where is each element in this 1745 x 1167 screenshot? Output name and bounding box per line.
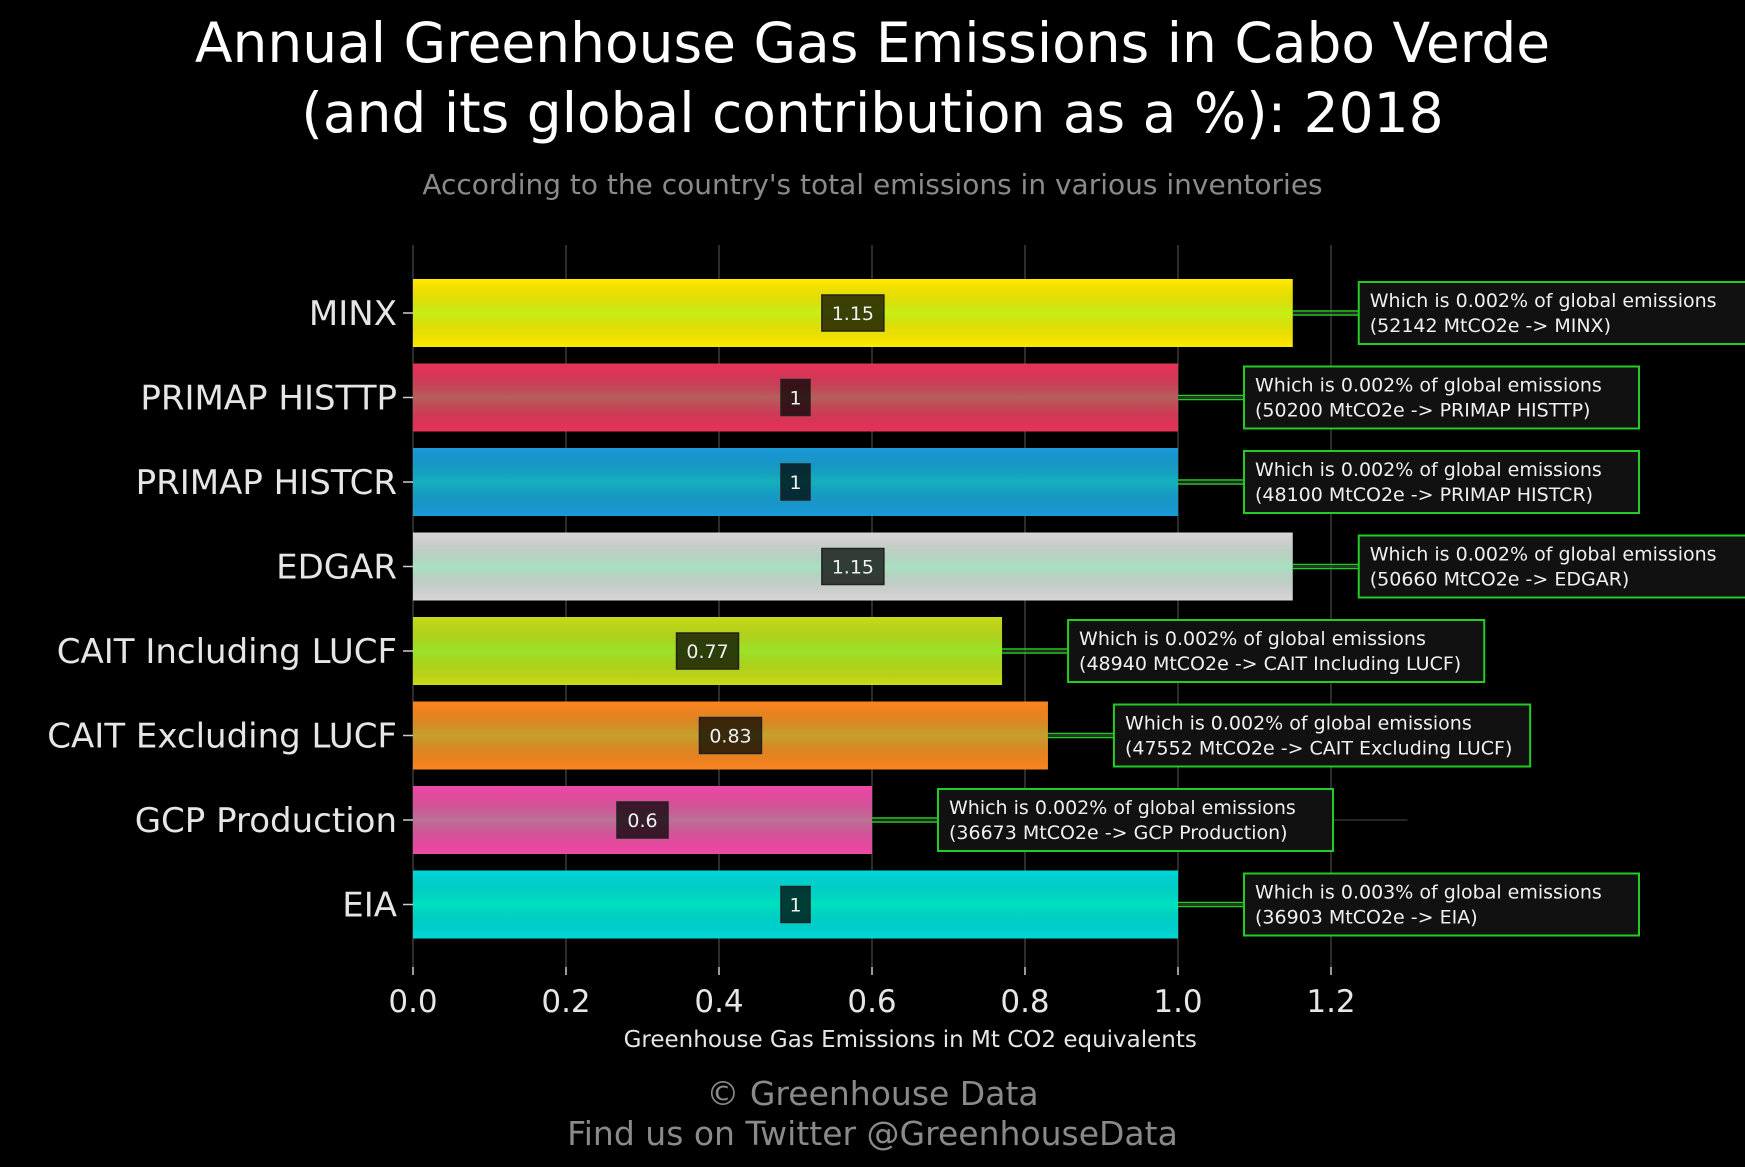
value-label-box [780, 378, 811, 417]
category-label: GCP Production [135, 801, 397, 841]
annotation-box [1112, 703, 1532, 768]
footer: © Greenhouse Data Find us on Twitter @Gr… [0, 1074, 1745, 1154]
bars: 1.15 1 1 1.15 0.77 0.83 0.6 1 [413, 279, 1293, 939]
chart-subtitle: According to the country's total emissio… [422, 168, 1323, 201]
value-label: 0.83 [709, 726, 751, 748]
category-label: CAIT Including LUCF [57, 632, 397, 672]
annotation-line-1: Which is 0.002% of global emissions [1255, 459, 1602, 481]
category-label: MINX [309, 294, 397, 334]
xtick-label: 1.2 [1306, 984, 1355, 1020]
value-label-box [780, 885, 811, 924]
annotation-line-1: Which is 0.002% of global emissions [1079, 628, 1426, 650]
value-label-box [698, 716, 763, 755]
category-label: PRIMAP HISTTP [140, 379, 397, 419]
annotation-line-1: Which is 0.002% of global emissions [1255, 375, 1602, 397]
footer-twitter: Find us on Twitter @GreenhouseData [567, 1114, 1178, 1153]
annotation-line-1: Which is 0.002% of global emissions [949, 797, 1296, 819]
xtick-label: 0.4 [694, 984, 743, 1020]
annotation-box [1243, 365, 1640, 430]
annotation-box [1067, 619, 1486, 683]
category-label: EIA [342, 886, 397, 926]
annotation-line-2: (48100 MtCO2e -> PRIMAP HISTCR) [1255, 484, 1593, 506]
chart-title: Annual Greenhouse Gas Emissions in Cabo … [0, 8, 1745, 148]
category-label: CAIT Excluding LUCF [47, 717, 397, 757]
xtick-label: 1.0 [1153, 984, 1202, 1020]
annotation-line-2: (36673 MtCO2e -> GCP Production) [949, 822, 1288, 844]
annotation-line-2: (50660 MtCO2e -> EDGAR) [1370, 569, 1630, 591]
value-label-box [616, 801, 669, 839]
value-label-box [821, 294, 885, 332]
value-label: 1.15 [832, 557, 874, 579]
value-label: 1 [789, 895, 801, 917]
category-label: PRIMAP HISTCR [136, 463, 397, 503]
annotations: Which is 0.002% of global emissions (5214… [872, 281, 1745, 937]
category-label: EDGAR [276, 548, 397, 588]
value-label-box [780, 463, 811, 501]
xtick-label: 0.6 [847, 984, 896, 1020]
value-label: 1 [789, 388, 801, 410]
annotation-line-1: Which is 0.002% of global emissions [1370, 290, 1717, 312]
annotation-line-2: (36903 MtCO2e -> EIA) [1255, 907, 1478, 929]
annotation-box [1243, 872, 1640, 937]
xtick-label: 0.0 [388, 984, 437, 1020]
value-label-box [821, 547, 885, 586]
annotation-line-1: Which is 0.002% of global emissions [1370, 544, 1717, 566]
annotation-box [1357, 281, 1745, 345]
axes: 0.0 0.2 0.4 0.6 0.8 1.0 1.2 Greenhouse Gas Emis… [47, 294, 1355, 1053]
annotation-line-1: Which is 0.003% of global emissions [1255, 882, 1602, 904]
value-label: 1.15 [832, 303, 874, 325]
value-label-box [675, 632, 740, 670]
value-label: 0.6 [627, 810, 657, 832]
value-label: 1 [789, 472, 801, 494]
xtick-label: 0.8 [1000, 984, 1049, 1020]
grid-lines [412, 245, 1408, 967]
annotation-line-2: (48940 MtCO2e -> CAIT Including LUCF) [1079, 653, 1461, 675]
value-label: 0.77 [686, 641, 728, 663]
title-line-1: Annual Greenhouse Gas Emissions in Cabo … [194, 11, 1551, 75]
annotation-box [1243, 450, 1640, 514]
annotation-line-2: (52142 MtCO2e -> MINX) [1370, 315, 1611, 337]
annotation-line-1: Which is 0.002% of global emissions [1125, 713, 1472, 735]
footer-copyright: © Greenhouse Data [706, 1074, 1039, 1113]
annotation-line-2: (50200 MtCO2e -> PRIMAP HISTTP) [1255, 400, 1590, 422]
annotation-box [937, 788, 1334, 852]
title-line-2: (and its global contribution as a %): 20… [301, 81, 1444, 145]
xtick-label: 0.2 [541, 984, 590, 1020]
annotation-box [1357, 534, 1745, 599]
x-axis-label: Greenhouse Gas Emissions in Mt CO2 equiv… [624, 1027, 1197, 1053]
annotation-line-2: (47552 MtCO2e -> CAIT Excluding LUCF) [1125, 738, 1512, 760]
